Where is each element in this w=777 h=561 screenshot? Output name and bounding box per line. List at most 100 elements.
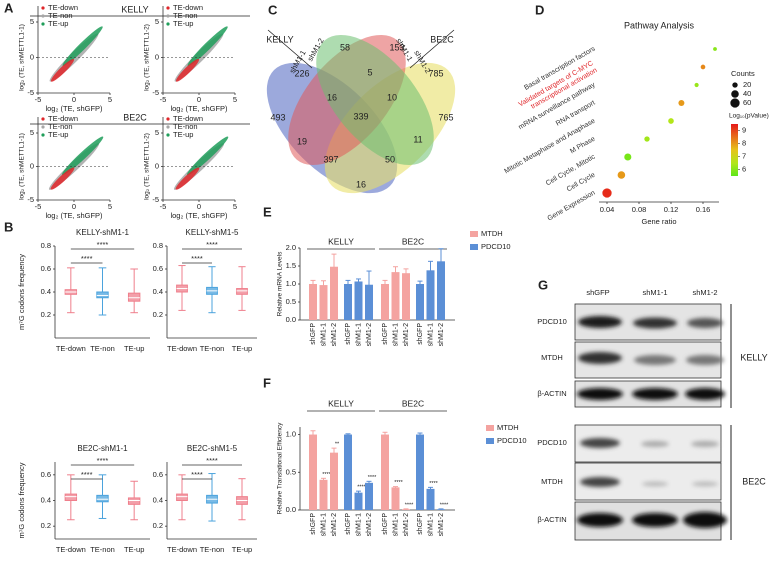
y-tick-label: 5	[30, 128, 34, 137]
x-tick-label: shGFP	[382, 513, 389, 535]
point-cloud	[50, 58, 75, 82]
band	[577, 513, 623, 527]
bubble	[624, 153, 632, 161]
color-tick-label: 7	[742, 151, 746, 160]
venn-count: 785	[428, 68, 443, 78]
x-tick-label: 5	[108, 95, 112, 104]
bar	[365, 284, 373, 320]
bubble	[644, 136, 650, 142]
band	[687, 318, 723, 328]
venn-count: 765	[438, 112, 453, 122]
x-tick-label: shM1-2	[438, 323, 445, 346]
box	[236, 288, 248, 295]
chart-title: BE2C-shM1-5	[187, 444, 238, 453]
blot-group: KELLY	[740, 352, 767, 362]
x-tick-label: 0.08	[632, 205, 647, 214]
point-cloud	[62, 26, 103, 66]
y-axis-label: Relative Translational Efficiency	[277, 422, 284, 514]
size-legend-marker	[732, 82, 738, 88]
band	[632, 513, 678, 527]
legend-label: TE-up	[173, 19, 193, 28]
bar	[330, 452, 338, 510]
group-label: BE2C	[402, 398, 424, 408]
blot-row: β-ACTIN	[537, 389, 566, 398]
bubble	[678, 100, 685, 106]
blot-row: β-ACTIN	[537, 515, 566, 524]
x-tick-label: TE-non	[200, 344, 225, 353]
x-axis-label: log₂ (TE, shGFP)	[170, 211, 228, 220]
bubble	[617, 171, 626, 179]
x-tick-label: shM1-1	[427, 323, 434, 346]
chart-title: KELLY-shM1-5	[186, 228, 239, 237]
legend-marker	[41, 6, 45, 10]
y-tick-label: -5	[152, 88, 159, 97]
x-tick-label: shM1-2	[403, 323, 410, 346]
box	[96, 291, 109, 299]
legend-marker	[166, 133, 170, 137]
y-tick-label: 0.5	[286, 467, 296, 476]
venn-rule	[267, 29, 313, 69]
significance-label: ****	[97, 456, 109, 465]
bar	[344, 284, 352, 320]
legend-label: TE-down	[173, 114, 203, 123]
point-cloud	[175, 58, 200, 82]
y-tick-label: 0.2	[41, 310, 51, 319]
significance-label: ****	[81, 254, 93, 263]
legend-swatch	[470, 244, 478, 250]
bar	[319, 285, 328, 320]
x-tick-label: shGFP	[345, 513, 352, 535]
legend-label: TE-non	[48, 11, 73, 20]
y-tick-label: 0	[155, 161, 159, 170]
venn-count: 397	[323, 154, 338, 164]
box	[127, 292, 141, 302]
x-axis-label: log₂ (TE, shGFP)	[45, 211, 103, 220]
significance-label: ****	[322, 472, 331, 478]
blot-group: BE2C	[742, 476, 766, 486]
x-tick-label: shM1-1	[355, 513, 362, 536]
venn-count: 58	[340, 42, 350, 52]
color-tick-label: 8	[742, 138, 746, 147]
y-tick-label: 0.2	[153, 310, 163, 319]
significance-label: ****	[368, 475, 377, 481]
bar	[330, 266, 338, 320]
panel-label: F	[263, 375, 271, 390]
bubble	[602, 188, 612, 198]
legend-swatch	[470, 231, 478, 237]
x-tick-label: shM1-1	[320, 513, 327, 536]
panel-label: C	[268, 2, 278, 17]
point-cloud	[62, 136, 104, 176]
x-tick-label: 0	[197, 202, 201, 211]
band	[580, 438, 620, 448]
blot-row: MTDH	[541, 353, 563, 362]
x-tick-label: TE-non	[90, 545, 115, 554]
y-tick-label: 5	[30, 17, 34, 26]
chart-title: KELLY-shM1-1	[76, 228, 129, 237]
x-tick-label: 0.04	[600, 205, 615, 214]
y-tick-label: 0	[30, 161, 34, 170]
bar	[309, 284, 317, 320]
legend-marker	[166, 117, 170, 121]
bar	[309, 434, 317, 510]
bar	[381, 284, 389, 320]
x-tick-label: TE-down	[167, 344, 197, 353]
panel-label: E	[263, 204, 272, 219]
venn-count: 16	[327, 92, 337, 102]
bubble	[700, 64, 706, 70]
x-tick-label: 5	[233, 95, 237, 104]
x-tick-label: TE-non	[200, 545, 225, 554]
x-axis-label: Gene ratio	[641, 217, 676, 226]
x-tick-label: shM1-1	[392, 513, 399, 536]
y-axis-label: log₂ (TE, shMETTL1-1)	[19, 24, 26, 91]
x-tick-label: 0.12	[664, 205, 679, 214]
significance-label: ****	[206, 240, 218, 249]
x-tick-label: shM1-1	[320, 323, 327, 346]
significance-label: ****	[394, 480, 403, 486]
color-tick-label: 9	[742, 125, 746, 134]
venn-count: 339	[353, 111, 368, 121]
panel-label: D	[535, 2, 544, 17]
x-tick-label: -5	[35, 202, 42, 211]
x-tick-label: TE-down	[167, 545, 197, 554]
venn-count: 16	[356, 179, 366, 189]
y-tick-label: -5	[27, 195, 34, 204]
point-cloud	[50, 167, 75, 190]
